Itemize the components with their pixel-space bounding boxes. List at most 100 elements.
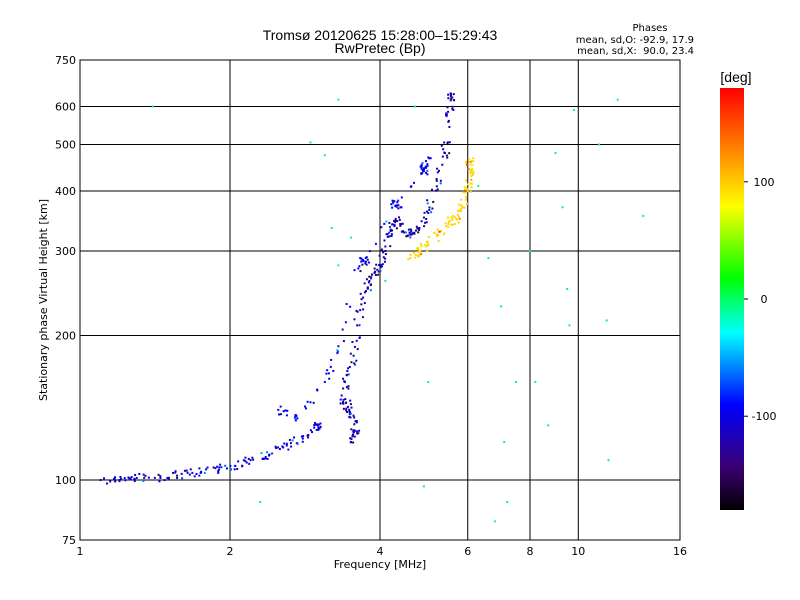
data-point-spread: [348, 365, 351, 368]
data-point-spread: [391, 229, 394, 232]
data-point-spread: [409, 185, 412, 188]
data-point-spread: [229, 465, 232, 468]
x-tick-label: 2: [227, 545, 234, 558]
data-point-spread: [355, 359, 358, 362]
data-point-spread: [409, 228, 412, 231]
grid-lines: [80, 60, 680, 540]
data-point: [547, 424, 550, 427]
data-point-spread: [167, 477, 170, 480]
data-point-spread: [389, 245, 392, 248]
data-point-spread: [447, 97, 450, 100]
data-point-spread: [426, 249, 429, 252]
data-point-spread: [469, 182, 472, 185]
colorbar-ticks: 100 0 -100: [744, 176, 776, 423]
x-tick-label: 4: [377, 545, 384, 558]
phases-o-stats: mean, sd,O: -92.9, 17.9: [576, 35, 694, 46]
data-point-spread: [316, 388, 319, 391]
data-point-spread: [312, 401, 315, 404]
data-point-spread: [418, 253, 421, 256]
data-point-spread: [457, 215, 460, 218]
data-point: [399, 206, 402, 209]
data-point-spread: [424, 245, 427, 248]
data-point-spread: [315, 423, 318, 426]
data-point-spread: [282, 446, 285, 449]
data-point-spread: [398, 216, 401, 219]
data-point-spread: [419, 242, 422, 245]
data-point-spread: [458, 209, 461, 212]
data-point-spread: [317, 428, 320, 431]
data-point-spread: [452, 214, 455, 217]
data-point: [427, 212, 430, 215]
data-point-spread: [345, 386, 348, 389]
data-point-spread: [436, 228, 439, 231]
data-point-spread: [251, 456, 254, 459]
data-point-spread: [198, 467, 201, 470]
data-point-spread: [383, 222, 386, 225]
data-point: [367, 281, 370, 284]
data-point-spread: [247, 457, 250, 460]
data-point-spread: [368, 250, 371, 253]
data-point: [455, 217, 458, 220]
data-point-spread: [445, 154, 448, 157]
data-point-spread: [412, 181, 415, 184]
data-point: [605, 319, 608, 322]
data-point-spread: [397, 199, 400, 202]
data-point-spread: [342, 377, 345, 380]
data-point-spread: [271, 452, 274, 455]
data-point-spread: [445, 113, 448, 116]
data-point-spread: [460, 207, 463, 210]
data-point-spread: [248, 462, 251, 465]
data-point-spread: [384, 257, 387, 260]
x-tick-label: 10: [571, 545, 585, 558]
data-point-spread: [451, 105, 454, 108]
data-point-spread: [206, 466, 209, 469]
data-point-spread: [435, 233, 438, 236]
data-point: [642, 214, 645, 217]
data-point-spread: [360, 298, 363, 301]
data-point-spread: [172, 471, 175, 474]
data-point-spread: [426, 163, 429, 166]
data-point-spread: [414, 229, 417, 232]
data-point-spread: [374, 242, 377, 245]
data-point-spread: [392, 202, 395, 205]
data-point-spread: [453, 99, 456, 102]
data-point-spread: [386, 233, 389, 236]
data-point-spread: [174, 470, 177, 473]
data-point-spread: [386, 235, 389, 238]
data-point-spread: [438, 169, 441, 172]
data-point: [427, 243, 430, 246]
data-point-spread: [365, 278, 368, 281]
data-point-spread: [425, 160, 428, 163]
data-point-spread: [420, 167, 423, 170]
data-point: [362, 296, 365, 299]
data-point-spread: [288, 438, 291, 441]
data-point-spread: [368, 280, 371, 283]
data-point-spread: [195, 473, 198, 476]
chart-title: Tromsø 20120625 15:28:00–15:29:43: [263, 27, 498, 43]
data-point-spread: [218, 466, 221, 469]
data-point-spread: [452, 93, 455, 96]
data-point-spread: [451, 96, 454, 99]
data-point-spread: [426, 169, 429, 172]
data-point-spread: [464, 179, 467, 182]
data-point-spread: [183, 469, 186, 472]
data-point-spread: [425, 221, 428, 224]
data-point-spread: [307, 433, 310, 436]
data-point-spread: [373, 267, 376, 270]
data-point-spread: [451, 107, 454, 110]
data-point: [422, 485, 425, 488]
data-point-spread: [397, 207, 400, 210]
data-point-spread: [453, 223, 456, 226]
data-point-spread: [417, 231, 420, 234]
data-point-spread: [465, 195, 468, 198]
data-point-spread: [418, 229, 421, 232]
data-point-spread: [413, 251, 416, 254]
y-tick-label: 750: [55, 54, 76, 67]
data-point-spread: [358, 429, 361, 432]
data-point-spread: [439, 179, 442, 182]
data-point-spread: [353, 423, 356, 426]
data-point-spread: [384, 245, 387, 248]
data-point-spread: [422, 216, 425, 219]
data-point-spread: [290, 445, 293, 448]
data-point-spread: [450, 223, 453, 226]
